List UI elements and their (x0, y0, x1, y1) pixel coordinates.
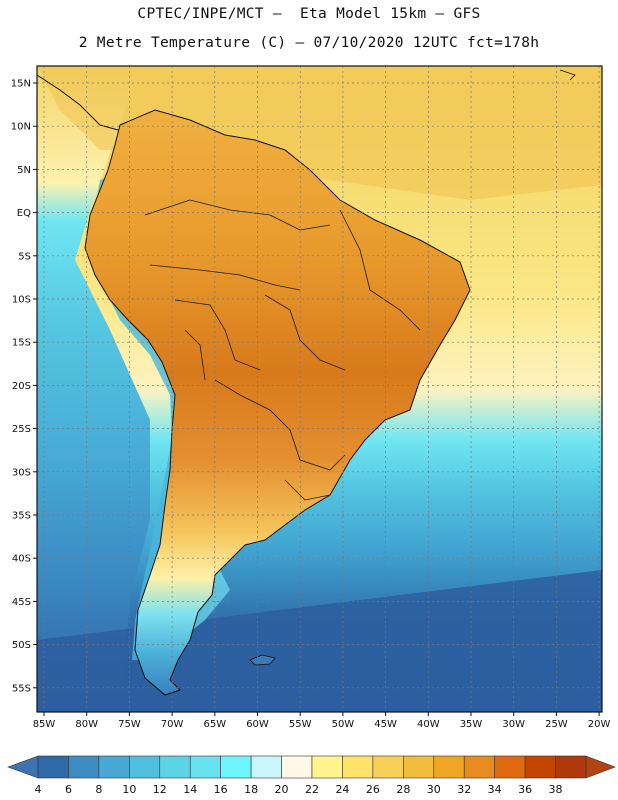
colorbar-swatch (311, 755, 343, 779)
colorbar-swatch (159, 755, 191, 779)
caribbean-islands (559, 69, 576, 81)
lat-label: 45S (12, 597, 31, 608)
colorbar-label: 22 (305, 783, 319, 796)
colorbar-label: 18 (244, 783, 259, 796)
caribbean-warm-band (37, 66, 602, 200)
colorbar-label: 24 (335, 783, 350, 796)
lat-label: 30S (12, 467, 31, 478)
colorbar-label: 20 (274, 783, 289, 796)
colorbar-swatch (129, 755, 161, 779)
lon-label: 25W (545, 719, 568, 730)
lon-label: 40W (417, 719, 440, 730)
colorbar-swatch (281, 755, 313, 779)
colorbar-swatch (342, 755, 374, 779)
colorbar-swatch (494, 755, 526, 779)
colorbar-swatch (555, 755, 587, 779)
lon-label: 55W (289, 719, 312, 730)
lat-label: EQ (17, 208, 31, 219)
colorbar-label: 4 (34, 783, 42, 796)
lat-label: 10S (12, 295, 31, 306)
lon-label: 65W (203, 719, 226, 730)
pacific-ocean (37, 66, 150, 712)
lat-label: 25S (12, 424, 31, 435)
map-plot-area (37, 66, 602, 712)
lon-label: 35W (460, 719, 483, 730)
colorbar-swatch (372, 755, 404, 779)
lat-label: 55S (12, 683, 31, 694)
graticule (37, 66, 602, 712)
colorbar-label: 32 (457, 783, 472, 796)
colorbar-label: 14 (183, 783, 198, 796)
lat-label: 20S (12, 381, 31, 392)
colorbar-swatch (524, 755, 556, 779)
falkland-islands (249, 654, 276, 666)
lon-label: 85W (33, 719, 56, 730)
lat-label: 5S (18, 251, 31, 262)
colorbar-swatch (68, 755, 100, 779)
colorbar-swatch (98, 755, 130, 779)
lat-label: 15N (11, 79, 31, 90)
country-borders (84, 109, 471, 696)
lon-label: 45W (374, 719, 397, 730)
colorbar-label: 10 (122, 783, 137, 796)
lon-label: 20W (588, 719, 611, 730)
colorbar-label: 6 (64, 783, 72, 796)
colorbar-under-arrow (7, 755, 39, 779)
lon-label: 50W (332, 719, 355, 730)
lon-label: 60W (246, 719, 269, 730)
latitude-labels: 15N 10N 5N EQ 5S 10S 15S 20S 25S 30S 35S 40S 45S 50S 5… (11, 79, 37, 694)
colorbar-label: 26 (365, 783, 380, 796)
colorbar-label: 16 (213, 783, 228, 796)
colorbar-label: 38 (548, 783, 563, 796)
colorbar-label: 8 (95, 783, 103, 796)
plot-frame (36, 65, 603, 713)
lon-label: 70W (161, 719, 184, 730)
colorbar-label: 28 (396, 783, 411, 796)
lat-label: 5N (17, 165, 31, 176)
colorbar-label: 30 (426, 783, 441, 796)
colorbar-swatch (37, 755, 69, 779)
central-america-coast (37, 74, 119, 131)
colorbar-label: 34 (487, 783, 502, 796)
colorbar-over-arrow (585, 755, 616, 779)
colorbar-swatch (463, 755, 495, 779)
colorbar-swatch (220, 755, 252, 779)
lon-label: 80W (75, 719, 98, 730)
title-line-1: CPTEC/INPE/MCT – Eta Model 15km – GFS (137, 6, 481, 22)
lat-label: 50S (12, 640, 31, 651)
southern-cold-band (37, 570, 602, 712)
lat-label: 40S (12, 554, 31, 565)
colorbar-label: 36 (518, 783, 533, 796)
colorbar-swatch (403, 755, 435, 779)
lat-label: 10N (11, 122, 31, 133)
colorbar-swatch (433, 755, 465, 779)
colorbar-swatch (189, 755, 221, 779)
colorbar (7, 755, 616, 779)
lat-label: 35S (12, 511, 31, 522)
lat-label: 15S (12, 338, 31, 349)
longitude-labels: 85W 80W 75W 70W 65W 60W 55W 50W 45W 40W 35W 30W 25W 2… (33, 712, 611, 730)
lon-label: 30W (502, 719, 525, 730)
title-line-2: 2 Metre Temperature (C) – 07/10/2020 12U… (78, 35, 540, 51)
colorbar-swatch (250, 755, 282, 779)
colorbar-label: 12 (152, 783, 167, 796)
lon-label: 75W (118, 719, 141, 730)
